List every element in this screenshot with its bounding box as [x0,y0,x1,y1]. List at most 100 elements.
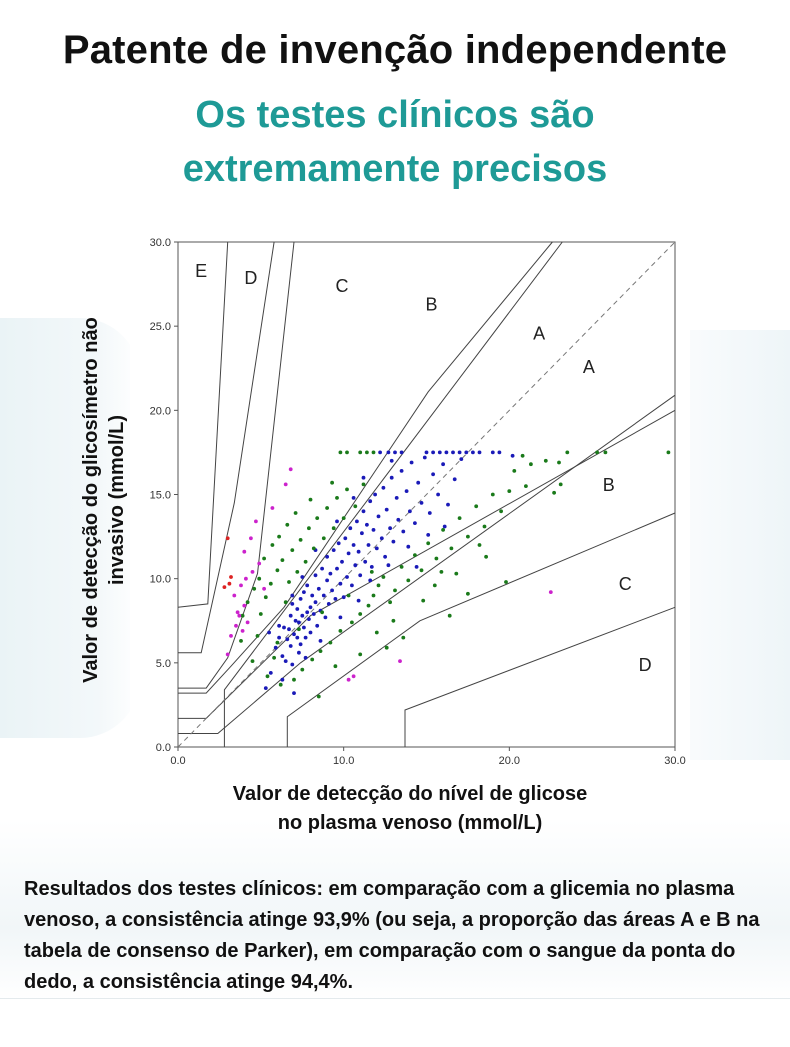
data-point [343,536,348,541]
data-point [365,522,369,527]
data-point [595,450,599,455]
data-point [393,588,397,593]
data-point [346,551,351,556]
data-point [325,554,329,559]
data-point [262,556,266,561]
parkes-error-grid-chart: E D C B A A B C D 0.0 10.0 20.0 30.0 0.0 5.0 10.0 15.0 2… [150,237,686,767]
data-point [300,667,305,672]
data-point [459,457,464,461]
data-point [477,543,482,547]
y-tick-label: 25.0 [150,321,171,333]
data-point [422,455,427,460]
divider [0,998,790,999]
data-point [353,504,358,509]
data-point [529,462,533,467]
data-point [239,583,243,588]
data-point [335,566,339,571]
data-point [452,477,457,482]
data-point [302,625,306,630]
page-subtitle: Os testes clínicos são extremamente prec… [0,88,790,196]
data-points [222,450,671,699]
data-point [413,521,417,525]
data-point [436,492,440,497]
data-point [292,677,296,682]
data-point [290,662,295,667]
data-point [273,645,278,650]
data-point [222,585,227,589]
data-point [368,499,373,504]
data-point [249,536,253,541]
data-point [388,526,392,531]
data-point [393,450,397,455]
data-point [318,649,323,653]
data-point [340,559,344,564]
data-point [298,642,303,647]
page-title: Patente de invenção independente [62,28,728,72]
data-point [471,450,475,455]
data-point [426,541,431,546]
data-point [245,600,250,605]
subtitle-line: Os testes clínicos são [195,94,595,136]
data-point [321,536,326,541]
data-point [557,460,561,465]
data-point [416,480,421,485]
data-point [388,600,392,605]
data-point [409,460,414,465]
data-point [297,627,301,632]
data-point [305,583,310,588]
data-point [358,652,363,657]
data-point [482,524,487,529]
reference-line [177,241,676,748]
data-point [288,613,293,618]
data-point [335,519,339,524]
data-point [391,539,396,544]
data-point [389,458,394,463]
data-point [250,659,255,663]
identity-dashed-line [177,241,676,748]
zone-boundary-line [178,394,676,734]
data-point [254,519,258,524]
data-point [320,566,324,571]
data-point [346,593,351,598]
data-point [520,453,525,458]
data-point [454,571,459,576]
data-point [421,598,426,603]
data-point [524,484,528,488]
data-point [351,543,356,547]
data-point [298,538,303,542]
data-point [369,570,374,574]
data-point [434,556,439,561]
data-point [419,501,424,505]
data-point [288,644,293,648]
data-point [325,506,329,510]
data-point [293,511,298,515]
data-point [283,659,288,663]
data-point [308,605,313,610]
data-point [320,610,324,615]
data-point [374,546,379,551]
data-point [302,590,306,594]
data-point [307,526,311,531]
data-point [446,502,450,507]
data-point [244,576,248,581]
data-point [466,591,470,596]
data-point [381,485,386,490]
data-point [396,517,401,522]
data-point [275,640,280,645]
data-point [288,467,293,472]
data-point [365,450,369,455]
data-point [424,450,429,455]
data-point [285,637,290,642]
data-point [318,639,323,643]
data-point [307,617,311,621]
data-point [401,635,406,640]
data-point [565,450,570,455]
data-point [360,531,364,536]
data-point [383,554,387,559]
data-point [268,671,273,675]
data-point [283,600,288,605]
data-point [255,634,260,638]
data-point [268,581,273,586]
data-point [437,450,442,455]
zone-labels: E D C B A A B C D [195,261,651,675]
